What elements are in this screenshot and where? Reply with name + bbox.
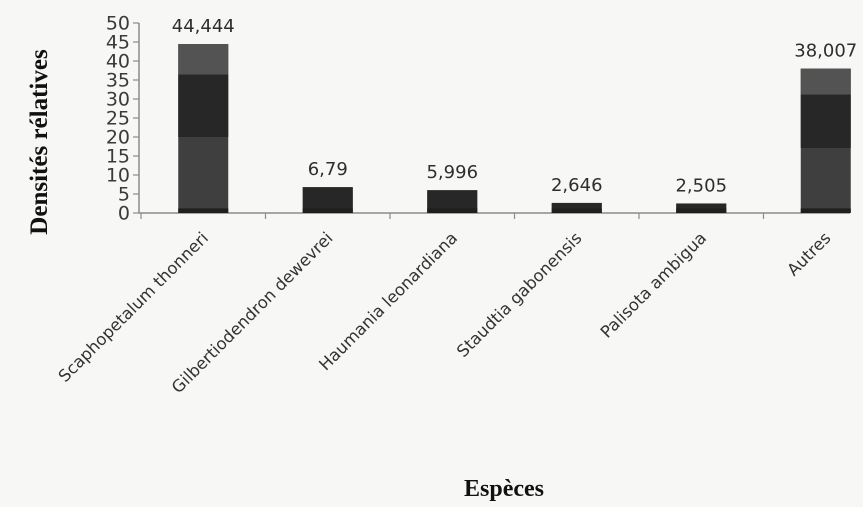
bar-segment (800, 68, 851, 95)
x-axis (139, 212, 850, 219)
category-label: Autres (783, 228, 834, 279)
data-label: 6,79 (308, 159, 348, 180)
bar-segment (427, 190, 478, 213)
bar (551, 202, 602, 213)
bar-base (178, 208, 229, 213)
y-tick-label: 15 (106, 146, 130, 168)
category-label: Haumania leonardiana (315, 228, 461, 374)
bar-base (676, 208, 727, 213)
category-label: Staudtia gabonensis (453, 228, 586, 361)
bar-base (800, 208, 851, 213)
bar-base (302, 208, 353, 213)
bar-base (551, 208, 602, 213)
bar (427, 190, 478, 213)
data-label: 38,007 (794, 41, 857, 62)
bar (302, 187, 353, 213)
data-label: 5,996 (426, 162, 478, 183)
bar (178, 44, 229, 214)
bar-group (178, 44, 851, 214)
data-label: 2,505 (675, 175, 727, 196)
category-label: Palisota ambigua (597, 228, 710, 341)
bar-segment (178, 74, 229, 138)
bar-segment (551, 202, 602, 213)
y-tick-label: 30 (106, 89, 130, 111)
y-tick-label: 50 (106, 13, 130, 35)
y-tick-label: 40 (106, 51, 130, 73)
y-axis-title: Densités rélatives (26, 49, 53, 235)
y-tick-label: 25 (106, 108, 130, 130)
data-label-group: 44,444 6,79 5,996 2,646 2,505 38,007 (172, 16, 857, 196)
y-tick-label: 20 (106, 127, 130, 149)
bar-segment (178, 44, 229, 75)
bar (676, 203, 727, 213)
bar-segment (800, 94, 851, 149)
x-tick-group (140, 213, 765, 219)
y-tick-label: 35 (106, 70, 130, 92)
y-tick-label: 0 (118, 203, 130, 225)
y-tick-label: 10 (106, 165, 130, 187)
y-tick-label: 5 (118, 184, 130, 206)
bar-segment (676, 203, 727, 213)
bar-base (427, 208, 478, 213)
x-axis-title: Espèces (464, 476, 544, 502)
y-tick-label: 45 (106, 32, 130, 54)
bar (800, 68, 851, 214)
data-label: 44,444 (172, 16, 235, 37)
data-label: 2,646 (551, 175, 603, 196)
